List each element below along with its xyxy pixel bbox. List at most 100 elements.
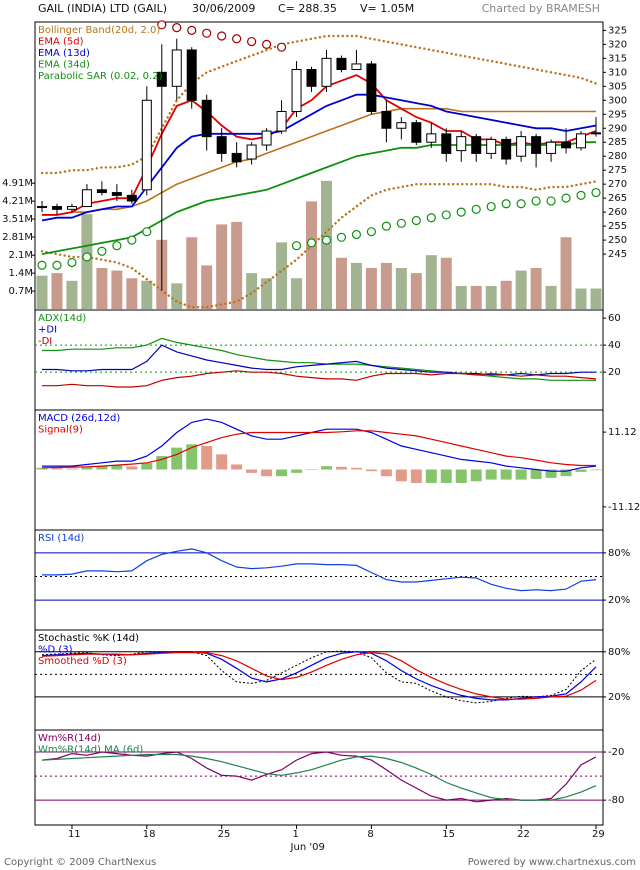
volume-bar — [350, 262, 362, 309]
histogram-bar — [261, 469, 273, 477]
sar-dot — [561, 193, 571, 203]
bollinger-mid — [42, 107, 596, 216]
volume-bar — [590, 288, 602, 309]
legend-entry: -DI — [38, 336, 52, 347]
y-tick-label: 250 — [608, 235, 627, 246]
volume-bar — [111, 270, 123, 309]
histogram-bar — [111, 465, 123, 470]
indicator-line — [41, 753, 597, 801]
candle-body — [456, 136, 467, 152]
sar-dot — [381, 221, 391, 231]
volume-tick-label: 1.4M — [8, 268, 33, 279]
histogram-bar — [380, 469, 392, 477]
candle-body — [411, 122, 422, 143]
sar-dot — [531, 196, 541, 206]
legend-entry: Bollinger Band(20d, 2.0) — [38, 25, 160, 36]
legend-entry: Parabolic SAR (0.02, 0.2) — [38, 71, 163, 82]
volume-bar — [560, 237, 572, 309]
candle-body — [171, 49, 182, 87]
indicator-line — [42, 337, 596, 381]
histogram-bar — [470, 469, 482, 482]
sar-dot — [97, 246, 107, 256]
histogram-bar — [156, 456, 168, 470]
sar-dot — [261, 39, 272, 49]
histogram-bar — [590, 469, 602, 471]
volume-bar — [500, 280, 512, 309]
sar-dot — [486, 201, 496, 212]
candle-body — [156, 71, 167, 87]
histogram-bar — [141, 462, 153, 470]
sar-dot — [276, 42, 287, 52]
y-tick-label: 285 — [608, 137, 627, 148]
candle-body — [561, 141, 572, 149]
volume-bar — [186, 237, 198, 309]
candle-body — [321, 57, 332, 87]
candle-body — [471, 136, 482, 154]
y-tick-label: 290 — [608, 123, 627, 134]
volume-bar — [51, 273, 63, 309]
histogram-bar — [306, 469, 318, 470]
volume-bar — [66, 280, 78, 309]
legend-entry: Wm%R(14d) — [38, 733, 101, 744]
legend-entry: Stochastic %K (14d) — [38, 633, 139, 644]
volume-bar — [410, 273, 422, 309]
candle-body — [531, 136, 542, 154]
histogram-bar — [186, 444, 198, 470]
credit: Charted by BRAMESH — [482, 2, 600, 15]
histogram-bar — [231, 464, 243, 470]
indicator-line — [42, 370, 597, 388]
sar-dot — [202, 28, 212, 38]
volume-bar — [425, 255, 437, 309]
histogram-bar — [81, 467, 93, 470]
candle-body — [201, 99, 212, 138]
candle-body — [186, 49, 197, 101]
sar-dot — [471, 204, 481, 214]
sar-dot — [52, 260, 62, 270]
candle-body — [576, 133, 587, 149]
sar-dot — [247, 36, 257, 47]
volume-bar — [96, 268, 108, 309]
sar-dot — [37, 260, 47, 270]
sar-dot — [546, 196, 556, 206]
volume-bar — [485, 285, 497, 309]
volume-bar — [320, 180, 332, 309]
volume-bar — [216, 224, 228, 309]
volume-bar — [276, 242, 288, 309]
histogram-bar — [575, 469, 587, 472]
histogram-bar — [515, 469, 527, 480]
histogram-bar — [440, 469, 452, 483]
histogram-bar — [96, 466, 108, 470]
sar-dot — [291, 241, 302, 251]
indicator-line — [42, 418, 597, 472]
histogram-bar — [425, 469, 437, 483]
candle-body — [486, 138, 497, 154]
y-tick-label: 80% — [608, 647, 630, 658]
candle-body — [591, 132, 601, 135]
legend-entry: EMA (13d) — [38, 48, 90, 59]
y-tick-label: 80% — [608, 548, 630, 559]
histogram-bar — [500, 469, 512, 480]
histogram-bar — [560, 469, 572, 477]
histogram-bar — [246, 469, 258, 473]
sar-dot — [157, 20, 167, 30]
volume-bar — [201, 265, 213, 309]
x-tick-label: 22 — [517, 829, 530, 840]
histogram-bar — [201, 445, 213, 470]
x-tick-label: 11 — [68, 829, 81, 840]
x-tick-label: 25 — [218, 829, 231, 840]
sar-dot — [306, 238, 317, 248]
sar-dot — [187, 25, 197, 35]
candle-body — [351, 63, 362, 71]
indicator-line — [42, 548, 597, 592]
volume-bar — [575, 288, 587, 309]
sar-dot — [576, 190, 586, 200]
volume-bar — [231, 221, 243, 309]
candle-body — [261, 130, 272, 146]
histogram-bar — [395, 469, 407, 482]
volume-tick-label: 2.1M — [8, 250, 33, 261]
volume-bar — [306, 201, 318, 309]
y-tick-label: 315 — [608, 53, 627, 64]
candle-body — [96, 189, 107, 194]
y-tick-label: 325 — [608, 25, 627, 36]
